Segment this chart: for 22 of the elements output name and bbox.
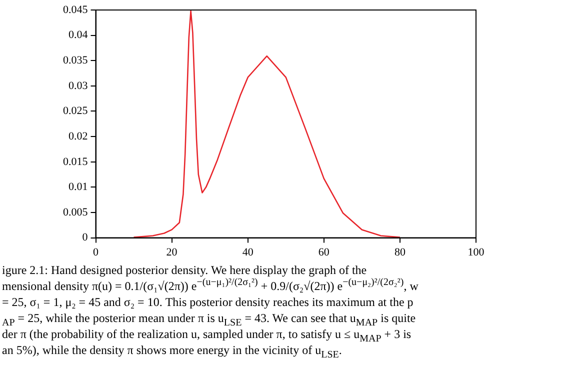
text: igure 2.1: Hand designed posterior density. We here display the graph of the <box>2 262 368 278</box>
y-tick-label: 0.03 <box>68 80 88 92</box>
text: der π (the probability of the realization u, sampled under π, to satisfy u ≤ u$_{MAP}$ + 3 is <box>2 326 412 344</box>
y-tick-label: 0.045 <box>63 4 88 16</box>
text: mensional density π(u) = 0.1/(σ₁√(2π)) e$^{−(u−μ₁)²/(2σ₁²)}$ + 0.9/(σ₂√(2π)) e$^{−(u−μ₂)²/(2σ₂²)}$, w <box>2 277 420 294</box>
x-tick-label: 60 <box>318 246 330 258</box>
text: $_{AP}$ = 25, while the posterior mean under π is u$_{LSE}$ = 43. We can see that u$_{MAP}$ is quite <box>2 310 417 328</box>
y-tick-label: 0.005 <box>63 206 88 218</box>
x-tick-label: 20 <box>166 246 178 258</box>
x-tick-label: 80 <box>394 246 406 258</box>
text: = 25, σ₁ = 1, μ₂ = 45 and σ₂ = 10. This posterior density reaches its maximum at the p <box>2 294 414 310</box>
y-tick-label: 0.02 <box>68 130 88 142</box>
text: an 5%), while the density π shows more energy in the vicinity of u$_{LSE}$. <box>2 343 342 360</box>
x-tick-label: 40 <box>242 246 254 258</box>
y-tick-label: 0.01 <box>68 181 88 194</box>
y-tick-label: 0 <box>82 232 88 244</box>
x-tick-label: 0 <box>93 246 99 258</box>
y-tick-label: 0.035 <box>63 54 88 67</box>
y-tick-label: 0.04 <box>68 29 88 42</box>
y-tick-label: 0.025 <box>63 105 88 118</box>
y-tick-label: 0.015 <box>63 156 88 168</box>
x-tick-label: 100 <box>468 246 485 258</box>
